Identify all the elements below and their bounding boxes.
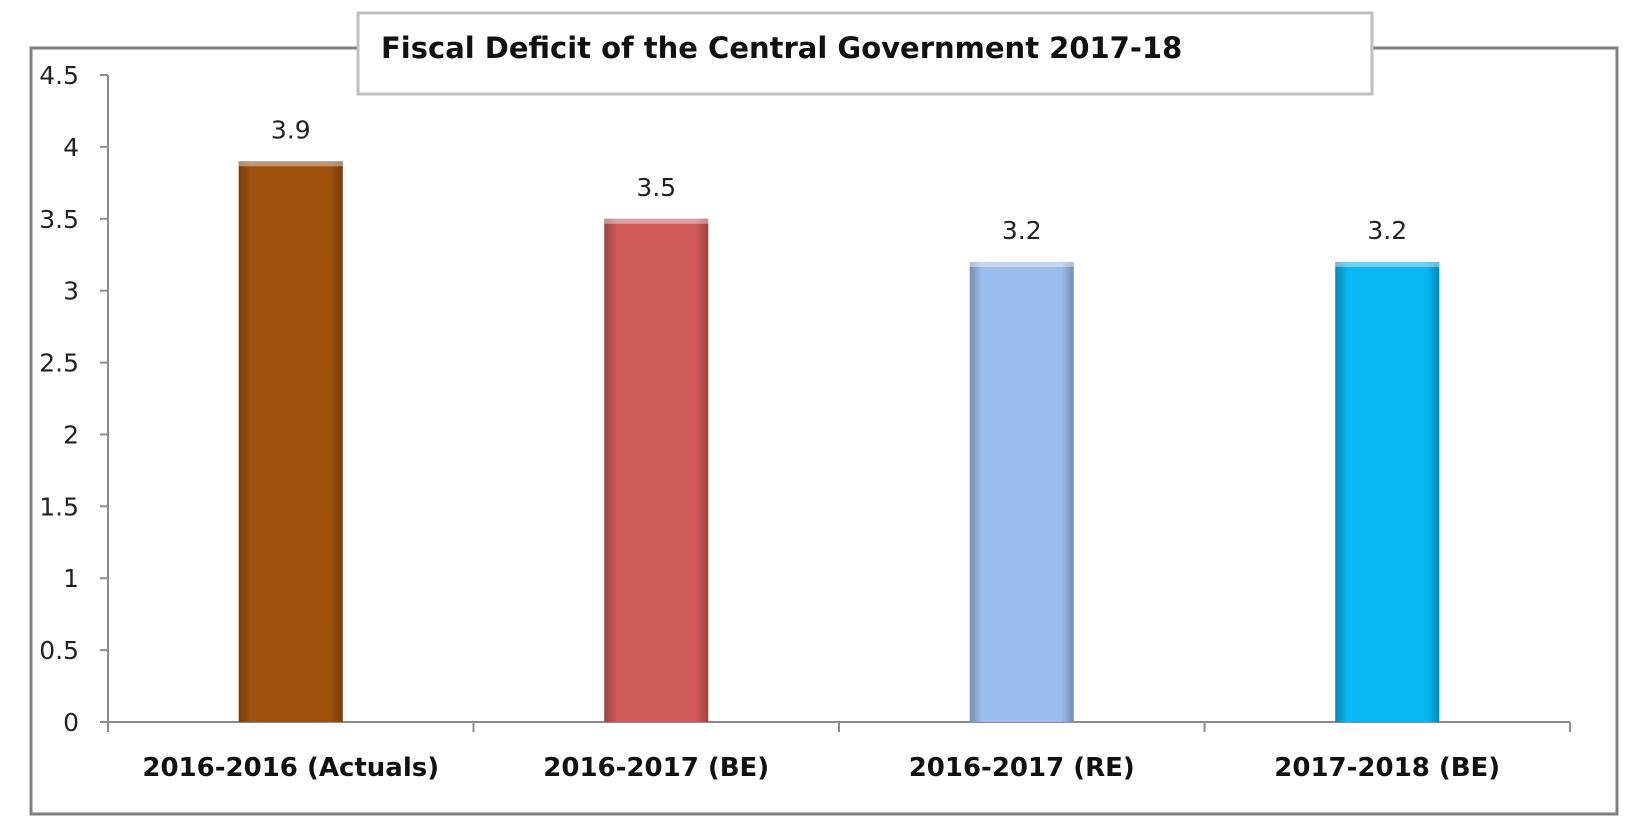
- bar-top-bevel: [969, 261, 1074, 267]
- bar-value-label: 3.2: [1367, 216, 1407, 245]
- bar-shading: [238, 161, 343, 722]
- category-labels-group: 2016-2016 (Actuals) 2016-2017 (BE) 2016-20…: [142, 753, 1500, 783]
- bar-top-bevel: [238, 161, 343, 167]
- bar-top-bevel: [604, 218, 709, 224]
- y-tick-label: 4: [63, 133, 79, 162]
- y-tick-label: 4.5: [39, 61, 79, 90]
- bar: [604, 218, 709, 722]
- bar-shading: [1335, 261, 1440, 722]
- bar-top-bevel: [1335, 261, 1440, 267]
- bars-group: [238, 161, 1440, 722]
- x-category-label: 2016-2017 (RE): [909, 753, 1135, 783]
- data-labels-group: 3.9 3.5 3.2 3.2: [271, 115, 1407, 245]
- bar-shading: [969, 261, 1074, 722]
- bar-value-label: 3.5: [636, 173, 676, 202]
- y-tick-label: 2.5: [39, 349, 79, 378]
- bar-shading: [604, 218, 709, 722]
- bar-value-label: 3.9: [271, 115, 311, 144]
- x-category-label: 2016-2017 (BE): [543, 753, 769, 783]
- y-tick-label: 3.5: [39, 205, 79, 234]
- x-category-label: 2017-2018 (BE): [1274, 753, 1500, 783]
- y-tick-label: 0.5: [39, 636, 79, 665]
- bar: [969, 261, 1074, 722]
- x-category-label: 2016-2016 (Actuals): [142, 753, 439, 783]
- bar-value-label: 3.2: [1002, 216, 1042, 245]
- chart-title: Fiscal Deficit of the Central Government…: [381, 31, 1182, 65]
- x-axis: [107, 721, 1571, 732]
- y-tick-label: 3: [63, 277, 79, 306]
- title-box: [356, 11, 1374, 96]
- y-tick-label: 1.5: [39, 492, 79, 521]
- y-tick-label: 1: [63, 564, 79, 593]
- y-tick-label: 2: [63, 420, 79, 449]
- bar: [238, 161, 343, 722]
- bar: [1335, 261, 1440, 722]
- y-tick-label: 0: [63, 708, 79, 737]
- y-axis: 0 0.5 1 1.5 2 2.5 3 3.5 4 4.5: [39, 61, 109, 737]
